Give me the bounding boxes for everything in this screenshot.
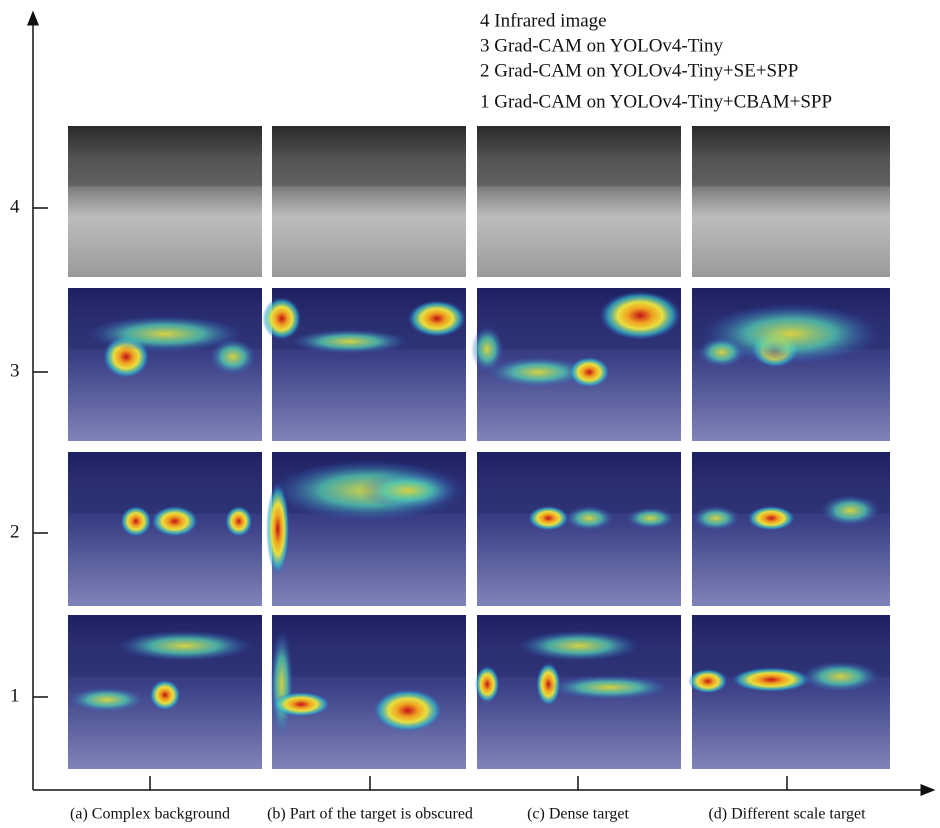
image-background [272,615,466,769]
heat-blob [408,300,466,337]
heat-blob [732,667,811,692]
row-label: 3 [10,360,20,381]
heat-blob [518,630,640,661]
heat-blob [528,506,569,531]
heat-blob [747,506,795,531]
heat-blob [475,666,499,703]
heat-blob [373,689,443,732]
heat-blob [569,357,610,388]
column-label: (d) Different scale target [708,806,866,823]
scene-trees [272,156,466,186]
panel-grid [68,126,890,769]
image-background [68,126,262,277]
column-label: (a) Complex background [70,806,230,823]
heat-blob [599,291,681,340]
gradcam-image [68,452,262,606]
gradcam-image [262,288,466,441]
heat-blob [359,472,456,509]
heat-blob [120,506,151,537]
legend-entry: 4 Infrared image [480,10,607,31]
heat-blob [698,337,746,368]
image-background [692,126,890,277]
gradcam-image [68,288,262,441]
gradcam-image [471,288,681,441]
heat-blob [68,687,146,712]
heat-blob [692,506,740,531]
scene-trees [477,156,681,186]
gradcam-image [475,615,681,769]
heat-blob [688,669,728,694]
heat-blob [471,326,504,372]
heat-blob [291,329,407,353]
heat-blob [149,680,180,711]
infrared-image [692,126,890,277]
scene-trees [68,156,262,186]
legend-entry: 3 Grad-CAM on YOLOv4-Tiny [480,35,723,56]
gradcam-image [68,615,262,769]
gradcam-image [692,288,890,441]
heat-blob [626,507,675,529]
heat-blob [225,506,252,537]
gradcam-image [270,615,466,769]
infrared-image [477,126,681,277]
heat-blob [801,661,880,692]
figure: 4 Infrared image 3 Grad-CAM on YOLOv4-Tin… [0,0,940,828]
scene-trees [272,646,466,677]
legend-entry: 2 Grad-CAM on YOLOv4-Tiny+SE+SPP [480,60,798,81]
column-label: (c) Dense target [527,806,629,823]
image-background [272,126,466,277]
heat-blob [262,297,301,340]
heat-blob [266,483,289,575]
heat-blob [151,506,198,537]
heat-blob [272,692,330,717]
column-label: (b) Part of the target is obscured [267,806,473,823]
image-background [692,615,890,769]
gradcam-image [266,452,466,606]
heat-blob [548,675,670,700]
heat-blob [270,630,293,738]
legend-entry: 1 Grad-CAM on YOLOv4-Tiny+CBAM+SPP [480,91,832,112]
image-background [477,126,681,277]
gradcam-image [688,615,890,769]
gradcam-image [692,452,890,606]
row-label: 4 [10,196,20,217]
heat-blob [116,630,252,661]
infrared-image [272,126,466,277]
row-label: 1 [10,685,20,706]
gradcam-image [477,452,681,606]
scene-trees [692,156,890,186]
heat-blob [210,338,257,375]
row-label: 2 [10,521,20,542]
infrared-image [68,126,262,277]
heat-blob [821,495,880,526]
heat-blob [565,506,614,531]
